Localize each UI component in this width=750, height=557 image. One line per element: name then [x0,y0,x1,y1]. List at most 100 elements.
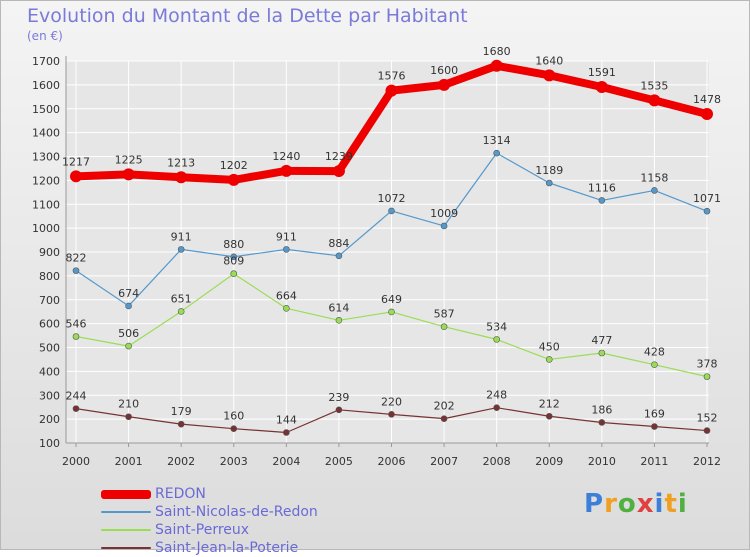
chart-unit-label: (en €) [27,29,63,43]
data-label: 220 [381,395,402,408]
data-label: 378 [697,358,718,371]
data-point [545,179,553,187]
data-point [125,302,132,310]
data-point [543,69,556,82]
data-point [177,308,185,315]
data-point [648,94,661,107]
logo-letter: r [604,489,618,519]
data-point [177,420,185,428]
logo-letter: o [617,489,637,519]
data-point [701,108,713,121]
data-point [440,222,448,230]
y-tick-label: 700 [39,294,60,307]
data-point [490,59,503,72]
data-point [595,81,608,94]
legend-label: Saint-Perreux [155,522,250,538]
data-point [125,413,132,421]
data-point [332,165,345,178]
data-label: 1640 [535,54,563,67]
data-point [72,267,80,274]
data-label: 477 [591,334,612,347]
logo-letter: t [664,489,678,519]
x-tick-label: 2007 [430,455,458,468]
data-point [440,415,448,422]
y-tick-label: 500 [39,342,60,355]
data-point [493,336,500,343]
data-label: 248 [486,389,507,402]
data-label: 1478 [693,93,721,106]
y-tick-label: 1700 [32,55,60,68]
data-label: 1314 [483,134,511,147]
y-tick-label: 1200 [32,174,60,187]
data-label: 1600 [430,64,458,77]
data-label: 450 [539,340,560,353]
x-tick-label: 2002 [167,455,195,468]
data-point [283,305,290,312]
y-tick-label: 600 [39,318,60,331]
data-label: 1576 [378,70,406,83]
x-tick-label: 2009 [535,455,563,468]
y-tick-label: 1500 [32,103,60,116]
x-tick-label: 2006 [378,455,406,468]
data-point [335,316,343,324]
data-label: 651 [171,292,192,305]
x-tick-label: 2004 [272,455,300,468]
data-label: 1591 [588,66,616,79]
data-point [598,349,606,357]
data-point [438,78,451,91]
logo-letter: P [584,489,605,519]
data-point [230,253,238,261]
data-point [651,361,658,368]
legend-swatch [101,547,151,549]
data-point [72,333,80,340]
data-label: 144 [276,413,297,426]
x-tick-label: 2005 [325,455,353,468]
data-label: 614 [328,301,349,314]
data-label: 587 [434,308,455,321]
data-point [651,187,658,194]
data-label: 546 [66,318,87,331]
data-label: 809 [223,255,244,268]
data-point [598,197,606,204]
data-point [72,405,80,412]
y-tick-label: 1600 [32,79,60,92]
data-label: 202 [434,400,455,413]
data-point [388,207,395,215]
data-label: 1071 [693,192,721,205]
data-label: 1239 [325,150,353,163]
data-label: 1189 [535,164,563,177]
legend-label: Saint-Nicolas-de-Redon [155,504,318,520]
x-tick-label: 2012 [693,455,721,468]
logo-letter: i [677,489,688,519]
data-label: 674 [118,287,139,300]
x-tick-label: 2010 [588,455,616,468]
data-point [493,404,500,411]
data-point [280,164,293,177]
data-label: 1240 [272,150,300,163]
data-point [388,411,395,418]
data-label: 1213 [167,156,195,169]
data-point [283,246,290,253]
legend-item: Saint-Nicolas-de-Redon [101,503,318,521]
data-label: 1072 [378,192,406,205]
data-label: 1009 [430,207,458,220]
x-tick-label: 2011 [640,455,668,468]
data-point [545,356,553,363]
data-label: 210 [118,398,139,411]
data-point [598,419,606,426]
legend-swatch [101,511,151,513]
x-tick-label: 2008 [483,455,511,468]
data-label: 244 [66,390,87,403]
proxiti-logo: Proxiti [584,489,688,519]
chart-legend: REDON Saint-Nicolas-de-Redon Saint-Perreux… [101,485,318,557]
data-point [440,323,448,331]
data-point [545,412,553,420]
legend-label: REDON [155,486,206,502]
data-label: 880 [223,238,244,251]
data-point [388,308,395,316]
data-label: 911 [171,230,192,243]
data-point [703,373,711,380]
data-label: 506 [118,327,139,340]
data-label: 186 [591,403,612,416]
x-tick-label: 2003 [220,455,248,468]
